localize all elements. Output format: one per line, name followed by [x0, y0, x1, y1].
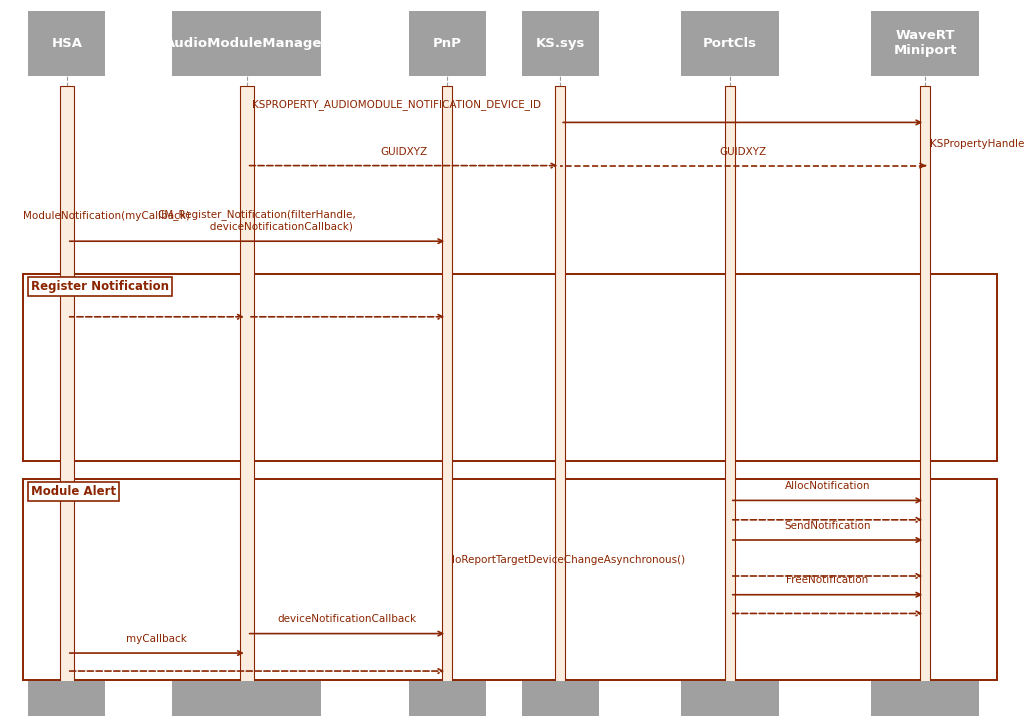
Text: IoReportTargetDeviceChangeAsynchronous(): IoReportTargetDeviceChangeAsynchronous() — [452, 555, 686, 565]
Text: HSA: HSA — [51, 37, 82, 50]
Text: PortCls: PortCls — [703, 37, 757, 50]
Text: KSPropertyHandle: KSPropertyHandle — [930, 139, 1025, 149]
Bar — [172, 681, 321, 716]
Bar — [725, 86, 735, 691]
Text: AllocNotification: AllocNotification — [784, 481, 871, 491]
Text: Register Notification: Register Notification — [31, 280, 169, 293]
Bar — [409, 11, 486, 76]
Text: WaveRT
Miniport: WaveRT Miniport — [893, 30, 957, 57]
Bar — [872, 681, 979, 716]
Bar — [240, 86, 254, 691]
Bar — [920, 86, 930, 691]
Text: GUIDXYZ: GUIDXYZ — [380, 147, 427, 157]
Text: KSPROPERTY_AUDIOMODULE_NOTIFICATION_DEVICE_ID: KSPROPERTY_AUDIOMODULE_NOTIFICATION_DEVI… — [252, 99, 541, 110]
Text: GUIDXYZ: GUIDXYZ — [720, 147, 766, 157]
Bar — [172, 11, 321, 76]
Text: myCallback: myCallback — [126, 634, 187, 644]
Text: CM_Register_Notification(filterHandle,
               deviceNotificationCallback: CM_Register_Notification(filterHandle, d… — [157, 210, 357, 232]
Text: deviceNotificationCallback: deviceNotificationCallback — [278, 614, 416, 624]
Bar — [29, 11, 106, 76]
Bar — [29, 681, 106, 716]
Text: AudioModuleManager: AudioModuleManager — [164, 37, 329, 50]
Bar — [409, 681, 486, 716]
Bar — [872, 11, 979, 76]
Text: KS.sys: KS.sys — [536, 37, 585, 50]
Bar — [681, 11, 779, 76]
Bar — [23, 274, 997, 461]
Bar — [522, 681, 598, 716]
Bar — [681, 681, 779, 716]
Text: Module Alert: Module Alert — [31, 485, 116, 498]
Text: SendNotification: SendNotification — [784, 521, 871, 531]
Bar — [23, 479, 997, 680]
Text: FreeNotification: FreeNotification — [786, 575, 869, 585]
Bar — [555, 86, 565, 691]
Bar — [60, 86, 74, 691]
Bar — [522, 11, 598, 76]
Bar — [442, 86, 452, 691]
Text: ModuleNotification(myCallback): ModuleNotification(myCallback) — [23, 211, 189, 221]
Text: PnP: PnP — [433, 37, 462, 50]
